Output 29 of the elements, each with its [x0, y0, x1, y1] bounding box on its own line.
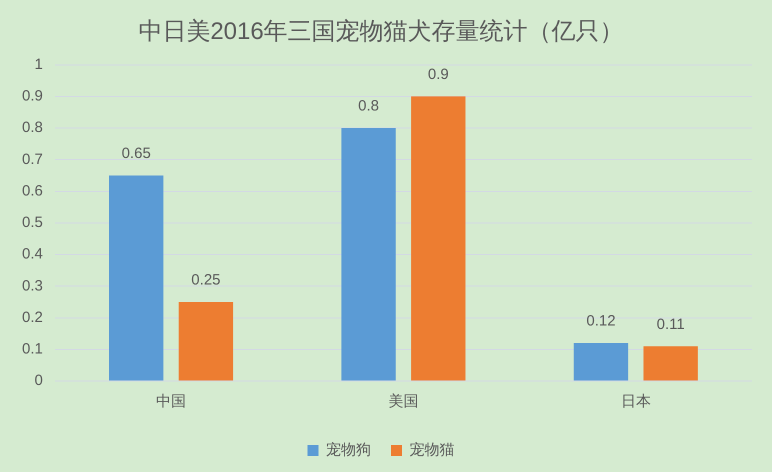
bar: [411, 96, 466, 380]
y-tick-label: 0.3: [22, 277, 43, 294]
data-label: 0.9: [428, 66, 449, 84]
y-tick-label: 0.1: [22, 340, 43, 358]
bar: [574, 343, 628, 380]
x-tick-label: 日本: [620, 393, 651, 410]
y-tick-label: 0.5: [22, 214, 43, 232]
y-tick-label: 1: [34, 56, 43, 73]
data-label: 0.8: [358, 98, 379, 115]
x-tick-label: 中国: [156, 393, 186, 410]
x-tick-label: 美国: [388, 393, 418, 410]
bar: [341, 128, 396, 380]
y-tick-label: 0.2: [22, 308, 43, 326]
y-tick-label: 0.6: [22, 182, 43, 200]
legend-label: 宠物狗: [326, 442, 371, 459]
chart-title: 中日美2016年三国宠物猫犬存量统计（亿只）: [138, 18, 624, 46]
bar: [643, 346, 698, 380]
y-tick-label: 0.9: [22, 88, 43, 105]
y-tick-label: 0: [34, 372, 43, 390]
data-label: 0.65: [122, 145, 151, 162]
legend-label: 宠物猫: [410, 442, 454, 459]
data-label: 0.12: [586, 312, 616, 330]
data-label: 0.11: [656, 316, 685, 333]
y-tick-label: 0.7: [22, 150, 43, 168]
data-label: 0.25: [191, 272, 220, 289]
bar: [178, 302, 234, 380]
y-tick-label: 0.8: [22, 119, 43, 136]
bar: [108, 175, 164, 380]
y-tick-label: 0.4: [22, 246, 43, 263]
